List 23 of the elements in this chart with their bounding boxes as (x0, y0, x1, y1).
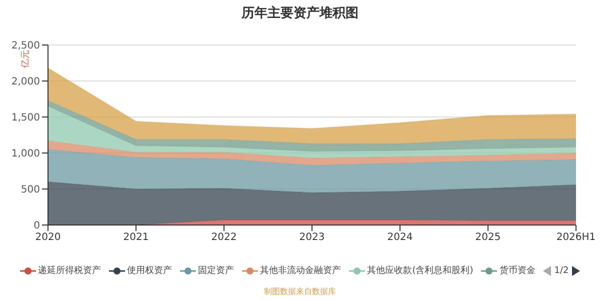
y-tick-label: 2,500 (11, 40, 40, 52)
legend-label: 使用权资产 (127, 264, 172, 277)
legend-label: 其他非流动金融资产 (260, 264, 342, 277)
y-tick-label: 1,000 (11, 148, 40, 160)
legend-label: 递延所得税资产 (38, 264, 102, 277)
text: 1/2 (554, 266, 569, 276)
y-tick-label: 2,000 (11, 76, 40, 88)
y-axis-title: 亿元 (20, 50, 31, 69)
x-tick-label: 2024 (387, 232, 413, 244)
x-tick-label: 2026H1 (556, 232, 596, 244)
y-tick-label: 0 (34, 220, 40, 232)
x-tick-label: 2025 (475, 232, 501, 244)
y-tick-label: 1,500 (11, 112, 40, 124)
chart-title: 历年主要资产堆积图 (240, 4, 360, 22)
x-tick-label: 2020 (35, 232, 61, 244)
y-tick-label: 500 (20, 184, 40, 196)
x-tick-label: 2022 (211, 232, 237, 244)
legend-label: 其他应收款(含利息和股利) (367, 264, 474, 277)
legend-label: 货币资金 (499, 264, 536, 277)
legend-label: 固定资产 (198, 264, 234, 277)
x-tick-label: 2021 (123, 232, 149, 244)
text: 制图数据来自数据库 (263, 286, 337, 297)
x-tick-label: 2023 (299, 232, 325, 244)
